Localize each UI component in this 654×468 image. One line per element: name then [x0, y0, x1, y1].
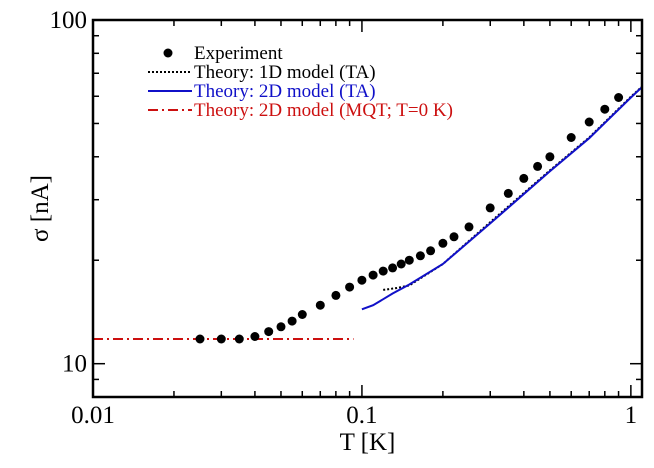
experiment-point [404, 255, 414, 265]
legend-marker-experiment [163, 48, 173, 58]
y-axis-label: σ [nA] [27, 175, 54, 242]
experiment-point [388, 263, 398, 273]
experiment-point [438, 238, 448, 248]
experiment-point [519, 173, 529, 183]
x-tick-label: 0.1 [346, 402, 377, 429]
x-axis-label: T [K] [340, 429, 396, 456]
experiment-point [503, 188, 513, 198]
experiment-point [345, 282, 355, 292]
experiment-point [264, 327, 274, 337]
y-tick-label: 100 [50, 7, 88, 34]
experiment-point [357, 275, 367, 285]
experiment-point [315, 300, 325, 310]
experiment-point [426, 246, 436, 256]
experiment-point [234, 334, 244, 344]
legend-label-3: Theory: 2D model (MQT; T=0 K) [194, 100, 453, 121]
series-line-2 [361, 86, 643, 311]
experiment-point [566, 133, 576, 142]
experiment-point [464, 222, 474, 232]
experiment-point [545, 152, 555, 162]
experiment-point [331, 290, 341, 300]
legend-label-0: Experiment [194, 43, 283, 64]
experiment-point [195, 334, 205, 344]
legend-label-1: Theory: 1D model (TA) [194, 62, 376, 83]
plot-markers [195, 93, 624, 344]
plot-frame [91, 18, 644, 399]
experiment-point [368, 270, 378, 280]
experiment-point [485, 203, 495, 213]
plot-lines [93, 85, 643, 340]
experiment-point [533, 161, 543, 171]
experiment-point [600, 104, 610, 114]
axis-ticks [92, 20, 642, 398]
experiment-point [276, 322, 286, 332]
experiment-point [216, 334, 226, 344]
experiment-point [415, 251, 425, 261]
x-tick-label: 0.01 [71, 402, 115, 429]
experiment-point [250, 332, 260, 341]
experiment-point [396, 259, 406, 269]
experiment-point [378, 266, 388, 276]
experiment-point [297, 310, 307, 319]
experiment-point [584, 117, 594, 127]
experiment-point [614, 93, 624, 102]
x-tick-label: 1 [625, 402, 638, 429]
y-tick-label: 10 [62, 351, 87, 378]
experiment-point [287, 316, 297, 326]
legend-label-2: Theory: 2D model (TA) [194, 81, 376, 102]
tick-labels: 0.01 0.1 1 10 100 [50, 7, 638, 429]
experiment-point [449, 232, 459, 242]
